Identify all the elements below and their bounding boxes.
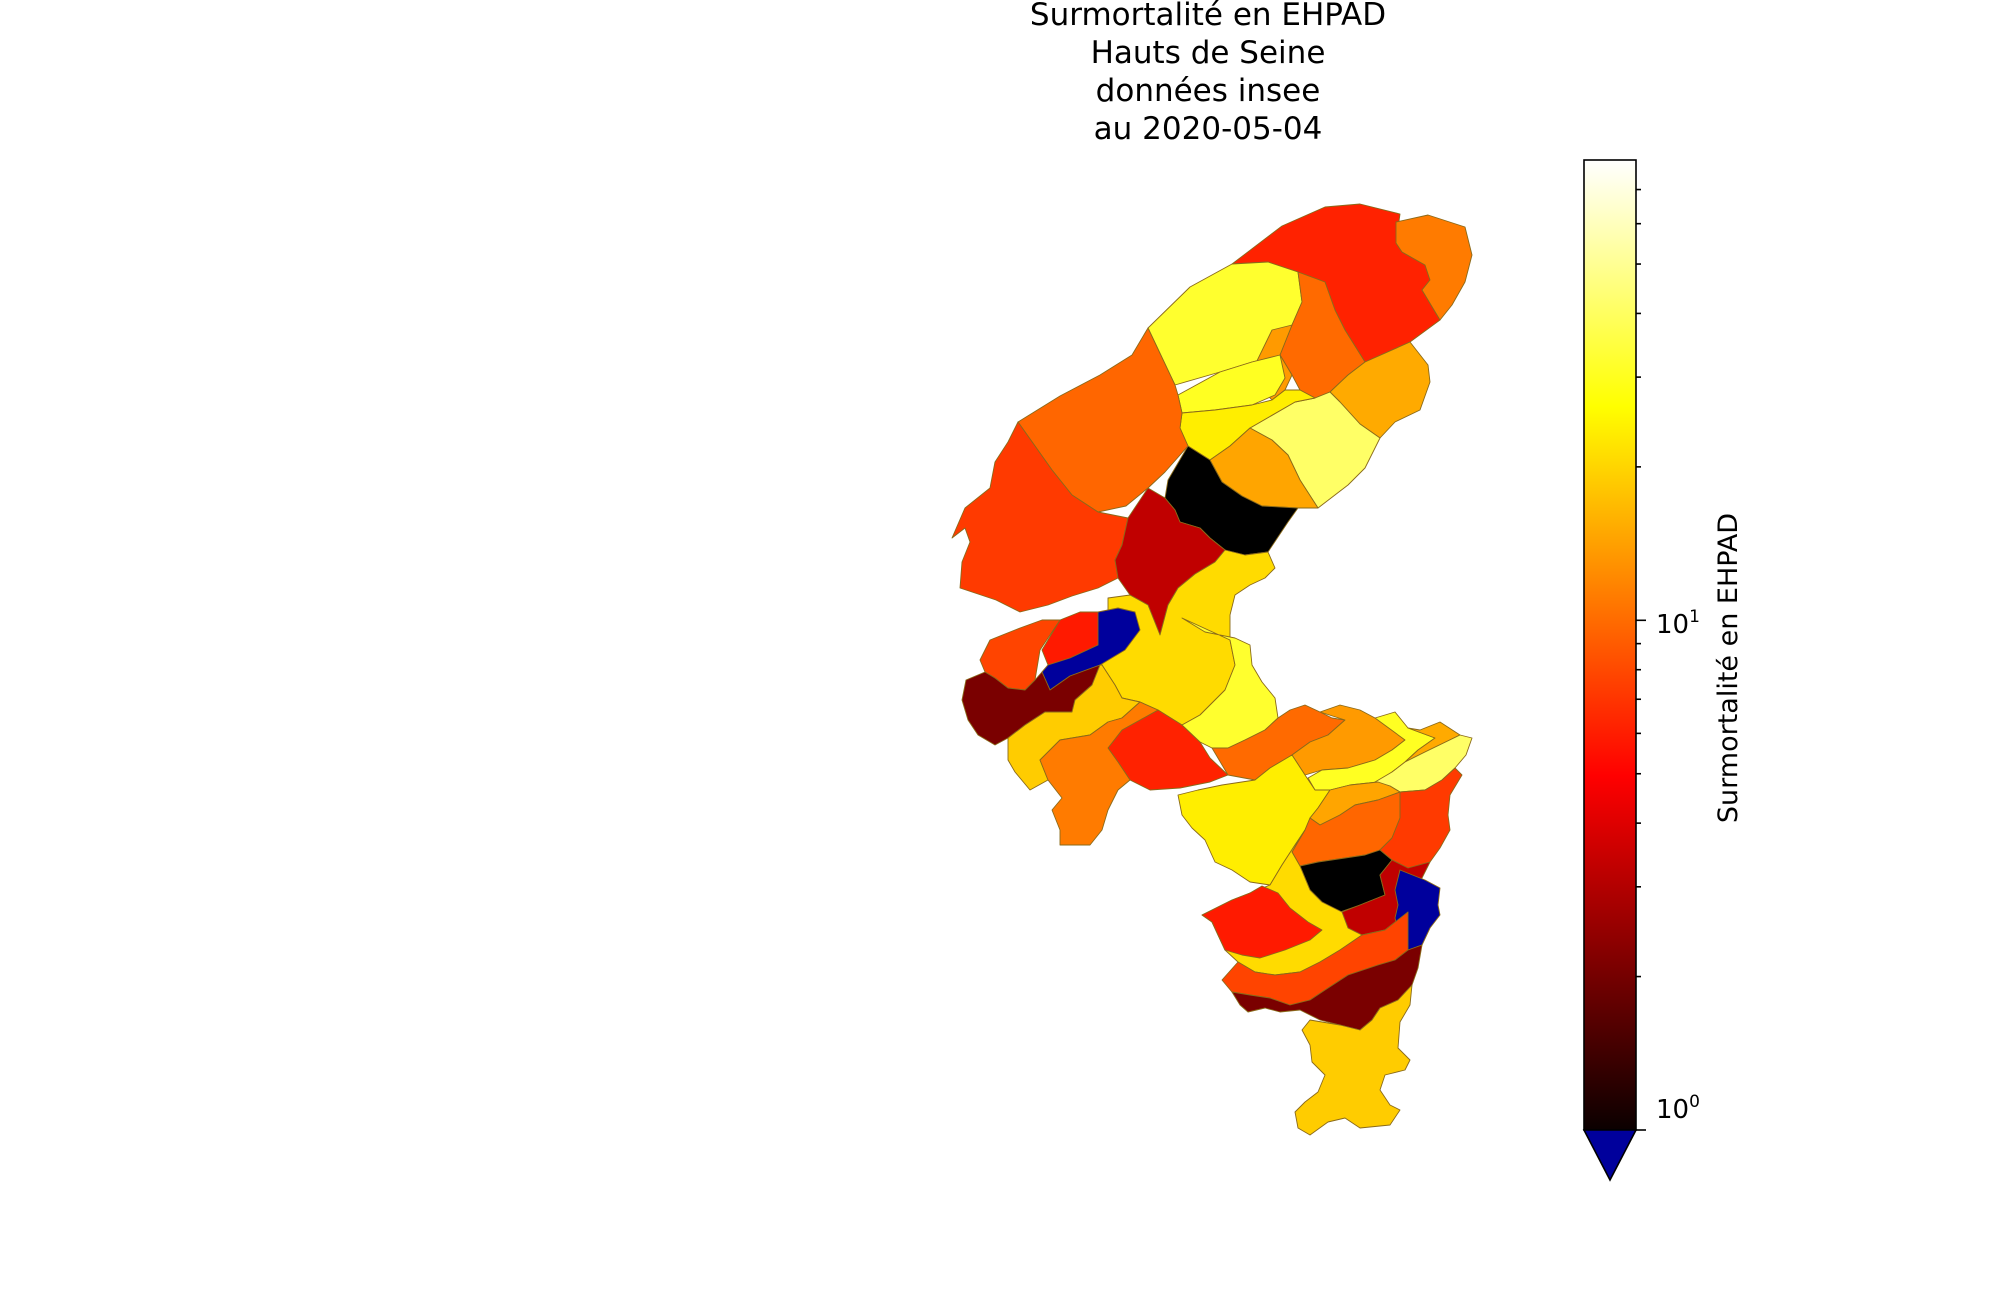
colorbar-tick-label-1: 100 bbox=[1656, 1092, 1700, 1125]
commune-region bbox=[1329, 341, 1431, 439]
colorbar-tick-label-10: 101 bbox=[1656, 607, 1700, 640]
colorbar: 101 100 Surmortalité en EHPAD bbox=[1582, 159, 1744, 1182]
choropleth-map bbox=[951, 203, 1473, 1136]
tick-base: 10 bbox=[1656, 610, 1689, 640]
map-title: Surmortalité en EHPAD Hauts de Seine don… bbox=[1030, 0, 1386, 147]
commune-region bbox=[1039, 701, 1159, 846]
tick-base: 10 bbox=[1656, 1095, 1689, 1125]
tick-exponent: 1 bbox=[1689, 607, 1700, 627]
commune-region bbox=[1379, 767, 1463, 869]
colorbar-ticks bbox=[1636, 188, 1646, 1131]
colorbar-gradient bbox=[1583, 159, 1637, 1131]
commune-region bbox=[1395, 214, 1473, 321]
title-line-4: au 2020-05-04 bbox=[1094, 111, 1323, 147]
title-line-3: données insee bbox=[1096, 73, 1321, 109]
colorbar-under-extension bbox=[1582, 1129, 1638, 1182]
commune-region bbox=[1294, 984, 1413, 1136]
colorbar-axis-label: Surmortalité en EHPAD bbox=[1713, 513, 1744, 823]
title-line-1: Surmortalité en EHPAD bbox=[1030, 0, 1386, 33]
tick-exponent: 0 bbox=[1689, 1092, 1700, 1112]
commune-region bbox=[1201, 885, 1323, 959]
commune-region bbox=[951, 421, 1129, 613]
title-line-2: Hauts de Seine bbox=[1091, 35, 1326, 71]
